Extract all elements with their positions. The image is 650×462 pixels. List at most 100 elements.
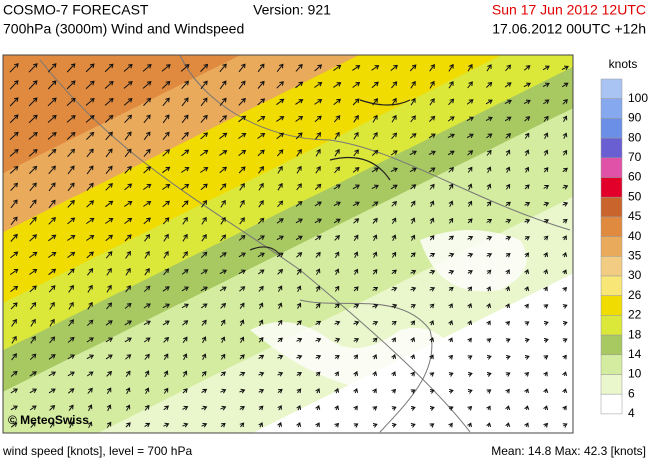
legend-swatch: [600, 157, 623, 178]
wind-arrow: [296, 183, 302, 191]
wind-arrow: [87, 301, 93, 310]
wind-arrow: [49, 336, 56, 344]
wind-arrow: [296, 165, 302, 174]
wind-arrow: [505, 218, 512, 224]
wind-arrow: [181, 286, 189, 292]
wind-arrow: [504, 99, 512, 105]
wind-arrow: [219, 115, 227, 123]
wind-arrow: [9, 131, 19, 140]
wind-arrow: [448, 354, 454, 360]
wind-arrow: [296, 302, 302, 309]
wind-arrow: [48, 165, 56, 175]
wind-arrow: [352, 81, 361, 88]
wind-arrow: [28, 63, 38, 73]
wind-arrow: [257, 149, 265, 157]
wind-arrow: [162, 97, 170, 107]
legend-swatch: [600, 275, 623, 296]
wind-arrow: [410, 217, 416, 225]
wind-arrow: [429, 372, 435, 377]
wind-arrow: [219, 63, 227, 73]
wind-arrow: [467, 200, 473, 207]
wind-arrow: [562, 184, 569, 190]
wind-arrow: [486, 253, 493, 258]
wind-arrow: [219, 80, 227, 90]
wind-arrow: [466, 116, 474, 122]
wind-arrow: [258, 319, 264, 327]
wind-arrow: [125, 354, 132, 360]
wind-arrow: [87, 387, 93, 394]
wind-arrow: [448, 269, 455, 275]
wind-arrow: [124, 183, 133, 191]
wind-arrow: [29, 388, 38, 394]
wind-arrow: [47, 148, 57, 157]
wind-arrow: [524, 201, 531, 207]
wind-arrow: [410, 80, 416, 89]
wind-arrow: [467, 81, 473, 89]
legend-label: 10: [628, 367, 642, 381]
wind-arrow: [334, 337, 341, 343]
wind-arrow: [467, 422, 472, 428]
wind-arrow: [201, 199, 208, 208]
legend-label: 35: [628, 248, 642, 262]
wind-arrow: [86, 182, 94, 191]
calm-area: [250, 322, 460, 392]
wind-arrow: [11, 318, 17, 327]
wind-arrow: [467, 405, 473, 411]
wind-arrow: [124, 131, 132, 141]
wind-arrow: [182, 388, 188, 394]
wind-arrow: [106, 421, 112, 428]
wind-arrow: [391, 422, 397, 428]
legend-label: 80: [628, 130, 642, 144]
wind-arrow: [182, 216, 188, 225]
wind-arrow: [258, 405, 264, 411]
wind-arrow: [562, 354, 567, 360]
wind-arrow: [466, 99, 474, 105]
wind-arrow: [124, 234, 132, 242]
wind-arrow: [505, 372, 511, 377]
wind-arrow: [524, 132, 530, 139]
wind-arrow: [276, 132, 285, 140]
wind-arrow: [144, 233, 151, 242]
wind-arrow: [543, 371, 548, 377]
wind-arrow: [162, 303, 171, 309]
wind-arrow: [68, 421, 74, 429]
wind-arrow: [391, 388, 397, 394]
wind-arrow: [162, 320, 170, 326]
wind-arrow: [220, 371, 226, 377]
legend-unit: knots: [609, 57, 638, 71]
wind-arrow: [48, 285, 56, 293]
wind-arrow: [238, 252, 246, 258]
wind-arrow: [181, 131, 189, 140]
wind-arrow: [542, 82, 550, 88]
wind-arrow: [334, 303, 340, 309]
wind-arrow: [86, 217, 95, 225]
wind-arrow: [429, 200, 435, 208]
wind-arrow: [220, 302, 227, 309]
wind-arrow: [486, 166, 492, 174]
wind-arrow: [239, 182, 245, 191]
credit: © MeteoSwiss: [8, 413, 89, 427]
wind-arrow: [144, 353, 150, 360]
wind-arrow: [257, 98, 266, 106]
wind-arrow: [543, 388, 549, 394]
wind-arrow: [372, 132, 378, 140]
wind-arrow: [467, 63, 473, 72]
wind-arrow: [162, 183, 171, 190]
wind-arrow: [353, 354, 359, 360]
wind-arrow: [391, 201, 397, 207]
wind-arrow: [105, 320, 113, 326]
legend-swatch: [600, 236, 623, 257]
wind-arrow: [314, 183, 322, 190]
wind-arrow: [144, 404, 150, 411]
wind-arrow: [29, 268, 38, 275]
wind-arrow: [353, 218, 360, 224]
wind-arrow: [333, 218, 341, 224]
wind-arrow: [352, 201, 360, 207]
wind-arrow: [238, 149, 247, 156]
wind-arrow: [257, 115, 266, 122]
wind-arrow: [163, 250, 169, 259]
wind-arrow: [353, 286, 359, 292]
wind-arrow: [163, 268, 170, 276]
wind-arrow: [543, 99, 550, 105]
wind-arrow: [467, 320, 473, 326]
